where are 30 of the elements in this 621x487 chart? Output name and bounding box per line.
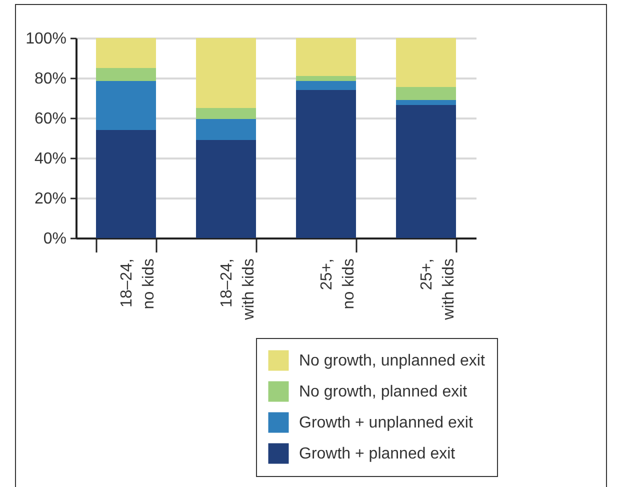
- y-tick-label: 20%: [34, 190, 66, 208]
- y-tick-label: 80%: [34, 70, 66, 88]
- bar: [196, 108, 256, 119]
- y-tick-label: 100%: [26, 30, 66, 48]
- legend-label: No growth, planned exit: [299, 384, 468, 400]
- legend-label: Growth + planned exit: [299, 446, 456, 462]
- bar: [96, 68, 156, 81]
- legend-label: Growth + unplanned exit: [299, 414, 474, 432]
- bar: [296, 38, 356, 76]
- y-tick-label: 40%: [34, 150, 66, 168]
- bar: [196, 140, 256, 238]
- bar: [96, 38, 156, 68]
- x-tick-label: 18–24, no kids: [118, 258, 158, 310]
- x-tick-label: 18–24, with kids: [218, 258, 258, 321]
- y-tick-label: 0%: [43, 230, 66, 248]
- bar: [296, 81, 356, 90]
- bar: [396, 105, 456, 238]
- y-tick-label: 60%: [34, 110, 66, 128]
- bar: [296, 90, 356, 238]
- x-tick-label: 25+, with kids: [418, 258, 458, 321]
- bar: [396, 100, 456, 105]
- bar: [96, 81, 156, 130]
- bar: [96, 130, 156, 238]
- bar: [296, 76, 356, 81]
- x-tick-label: 25+, no kids: [318, 258, 358, 310]
- bar: [396, 38, 456, 87]
- bar: [396, 87, 456, 100]
- bar: [196, 119, 256, 140]
- legend-label: No growth, unplanned exit: [299, 352, 486, 370]
- bar: [196, 38, 256, 108]
